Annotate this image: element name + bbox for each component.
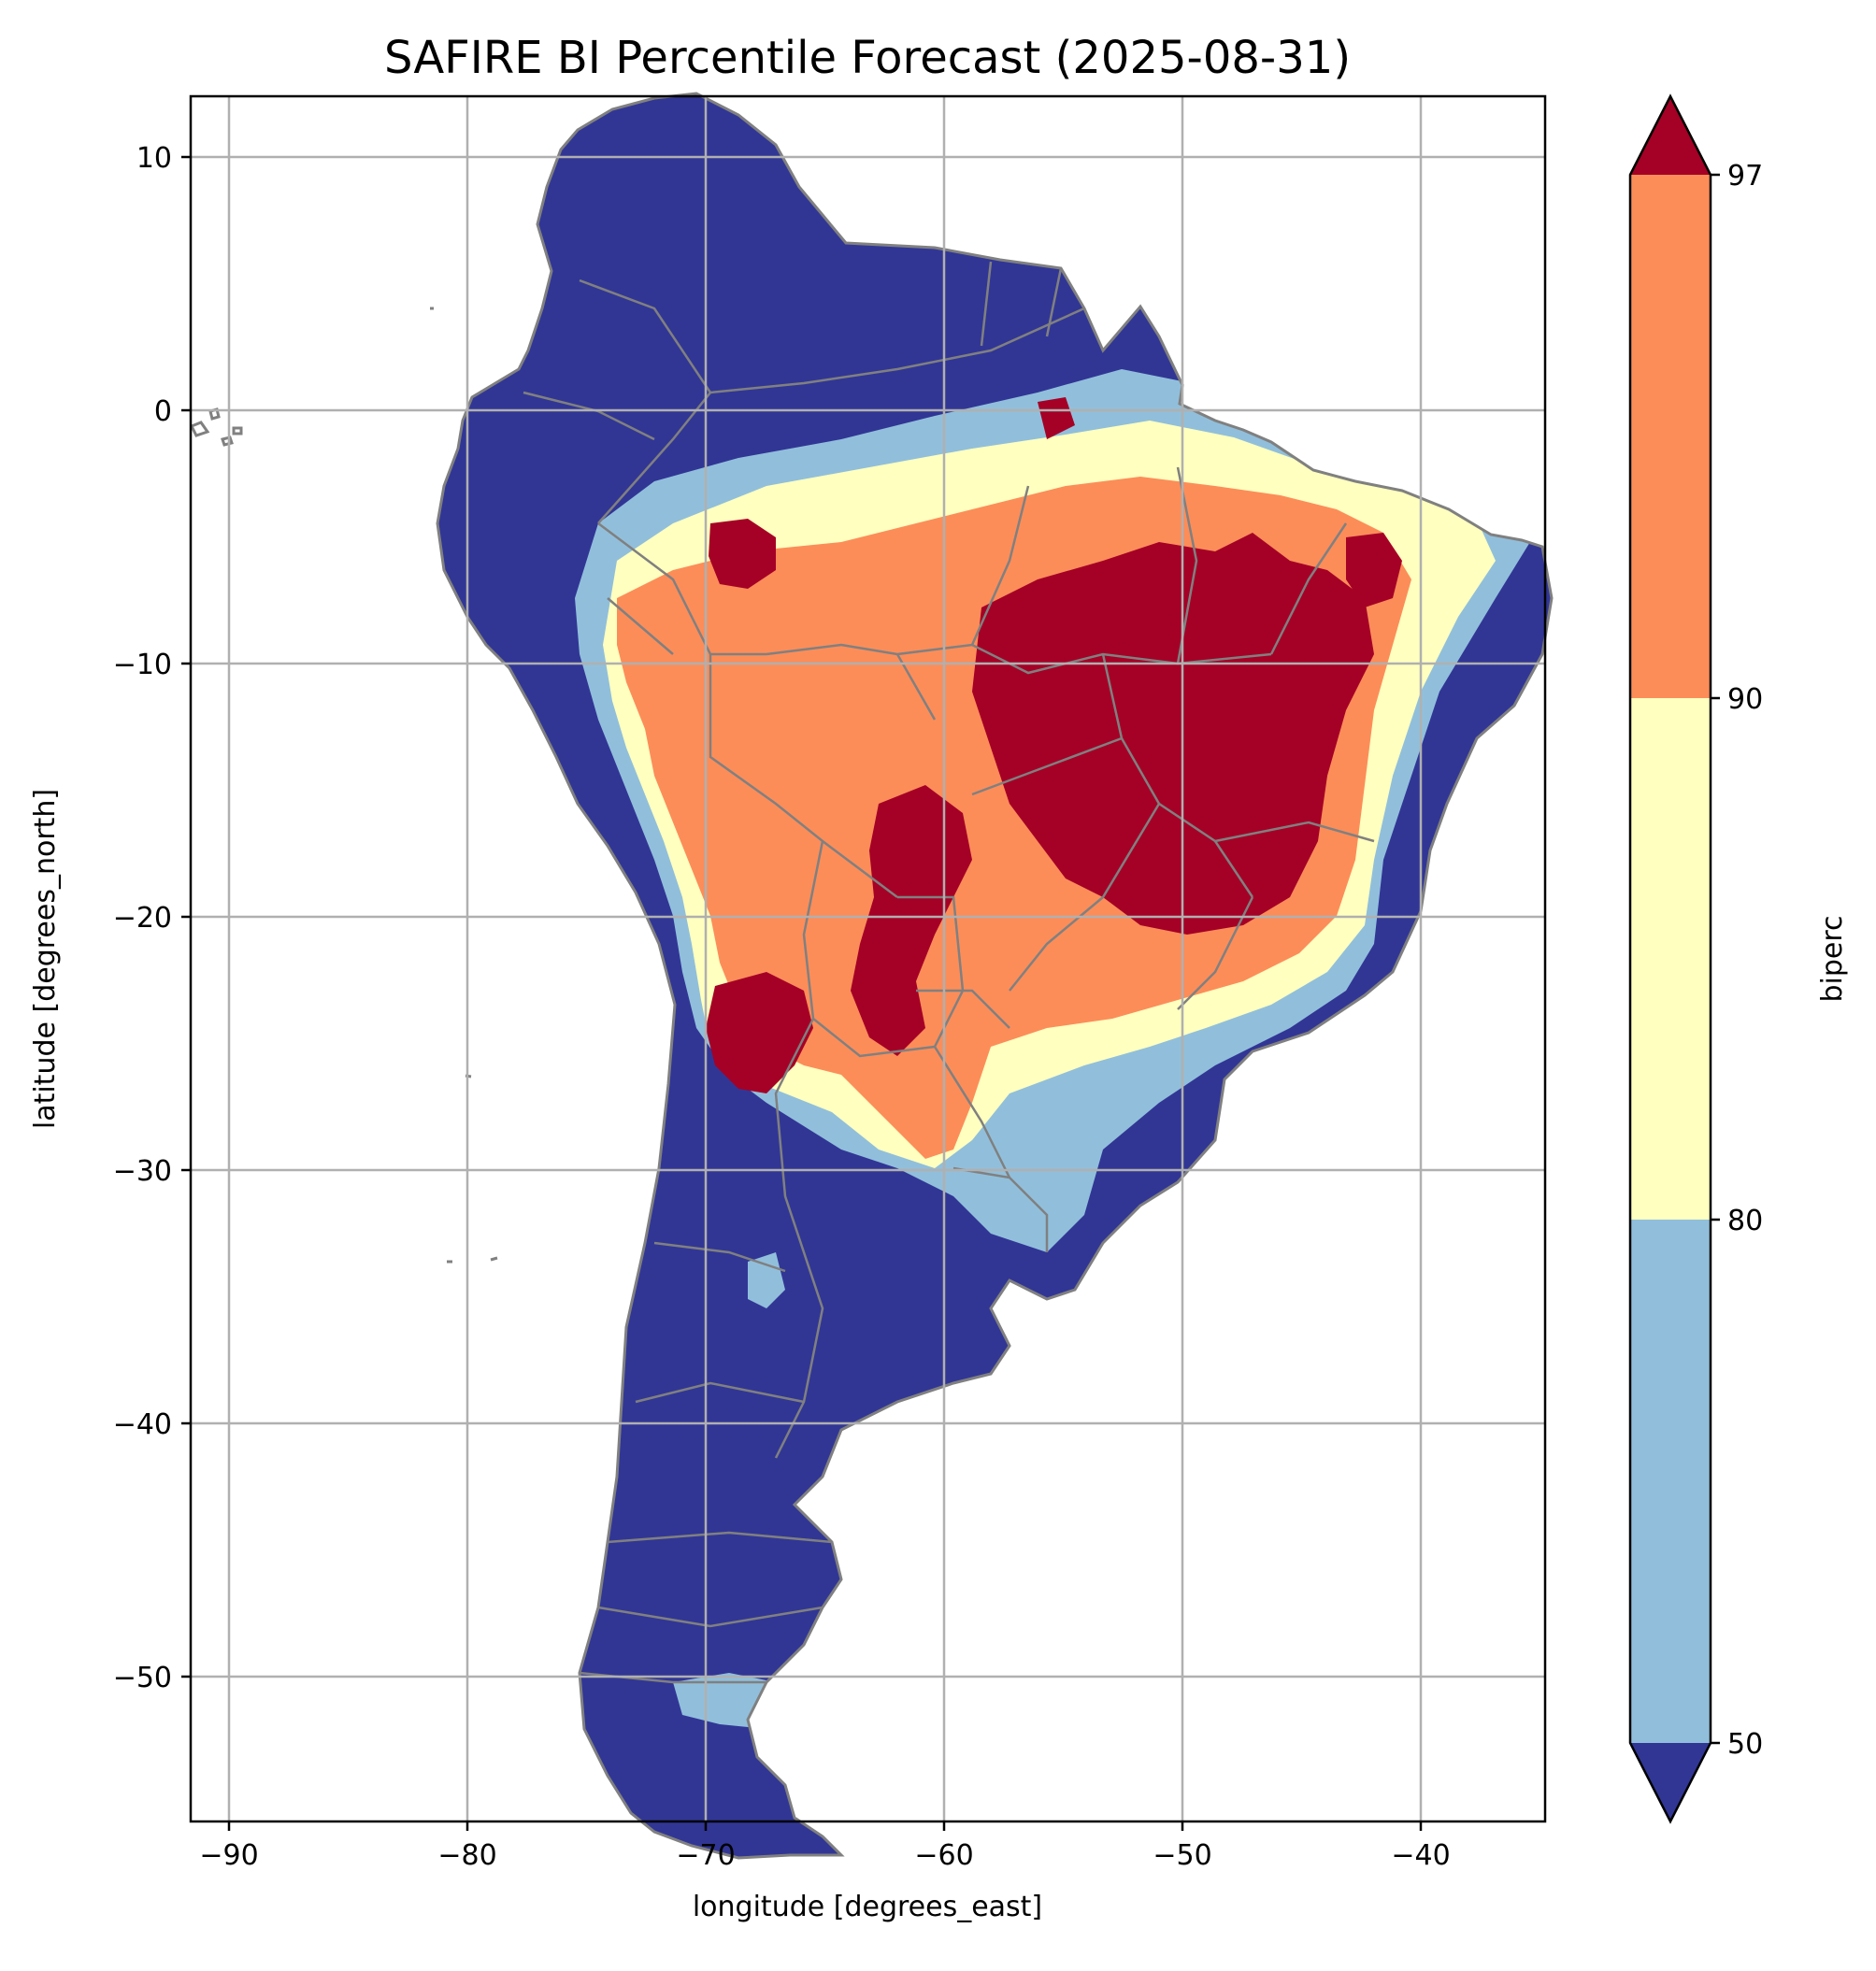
colorbar-tick-label: 80 <box>1727 1205 1763 1237</box>
country-borders <box>523 261 1375 1684</box>
y-axis: 10 0 −10 −20 −30 −40 −50 latitude [degre… <box>29 142 191 1694</box>
region-dark-red-5 <box>1346 533 1402 607</box>
y-tick-label: −20 <box>113 902 172 935</box>
x-axis: −90 −80 −70 −60 −50 −40 longitude [degre… <box>199 1821 1451 1923</box>
region-dark-red-3 <box>706 972 813 1093</box>
x-axis-label: longitude [degrees_east] <box>693 1891 1042 1923</box>
x-tick-label: −40 <box>1391 1839 1450 1872</box>
coastline <box>436 92 1554 1860</box>
colorbar-extend-top <box>1630 96 1711 175</box>
y-axis-label: latitude [degrees_north] <box>29 789 62 1129</box>
y-tick-label: −40 <box>113 1408 172 1441</box>
region-dark-red-4 <box>709 519 776 589</box>
galapagos-islands <box>189 407 243 447</box>
colorbar-bin-80-90 <box>1630 698 1711 1220</box>
y-tick-label: 10 <box>136 142 172 175</box>
x-tick-label: −50 <box>1153 1839 1211 1872</box>
y-tick-label: −30 <box>113 1155 172 1188</box>
offshore-islands <box>430 307 498 1264</box>
colorbar-bin-50-80 <box>1630 1220 1711 1743</box>
colorbar-tick-label: 50 <box>1727 1728 1763 1761</box>
x-tick-label: −60 <box>914 1839 973 1872</box>
colorbar-extend-bottom <box>1630 1743 1711 1821</box>
region-dark-red-1 <box>972 533 1374 935</box>
colorbar-label: biperc <box>1816 915 1849 1002</box>
colorbar-bin-90-97 <box>1630 175 1711 698</box>
axes-frame <box>189 94 1547 1823</box>
region-mid-light-blue <box>748 1252 785 1308</box>
map-area <box>189 92 1554 1860</box>
colorbar-tick-label: 97 <box>1727 160 1763 193</box>
biperc-field <box>437 93 1552 1858</box>
chart-title: SAFIRE BI Percentile Forecast (2025-08-3… <box>384 32 1351 84</box>
x-tick-label: −80 <box>437 1839 496 1872</box>
colorbar-tick-label: 90 <box>1727 683 1763 716</box>
y-tick-label: −10 <box>113 649 172 681</box>
grid <box>191 96 1545 1821</box>
x-tick-label: −90 <box>199 1839 258 1872</box>
y-tick-label: −50 <box>113 1662 172 1694</box>
region-dark-red-2 <box>851 785 972 1056</box>
colorbar: 97 90 80 50 biperc <box>1628 93 1849 1824</box>
y-tick-label: 0 <box>154 395 172 428</box>
x-tick-label: −70 <box>676 1839 735 1872</box>
region-dark-red-6 <box>1038 397 1075 439</box>
